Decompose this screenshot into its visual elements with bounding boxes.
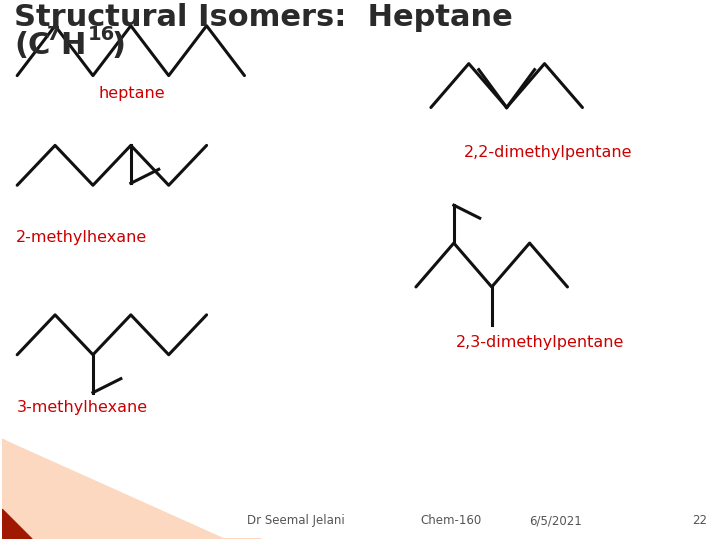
Text: 2-methylhexane: 2-methylhexane xyxy=(17,230,148,245)
Text: heptane: heptane xyxy=(99,85,165,100)
Polygon shape xyxy=(2,509,32,539)
Polygon shape xyxy=(2,440,225,539)
Text: H: H xyxy=(60,31,86,60)
Text: Chem-160: Chem-160 xyxy=(420,514,482,527)
Text: 22: 22 xyxy=(693,514,708,527)
Text: 3-methylhexane: 3-methylhexane xyxy=(17,400,148,415)
Text: 16: 16 xyxy=(88,25,115,44)
Text: 6/5/2021: 6/5/2021 xyxy=(529,514,582,527)
Polygon shape xyxy=(2,440,150,539)
Polygon shape xyxy=(2,440,187,539)
Text: 2,2-dimethylpentane: 2,2-dimethylpentane xyxy=(464,145,633,160)
Polygon shape xyxy=(2,440,113,539)
Polygon shape xyxy=(2,440,40,539)
Text: (C: (C xyxy=(14,31,50,60)
Polygon shape xyxy=(2,440,76,539)
Text: 2,3-dimethylpentane: 2,3-dimethylpentane xyxy=(456,335,625,350)
Text: Dr Seemal Jelani: Dr Seemal Jelani xyxy=(248,514,345,527)
Polygon shape xyxy=(2,440,261,539)
Text: 7: 7 xyxy=(47,25,60,44)
Text: Structural Isomers:  Heptane: Structural Isomers: Heptane xyxy=(14,3,513,32)
Text: ): ) xyxy=(112,31,126,60)
